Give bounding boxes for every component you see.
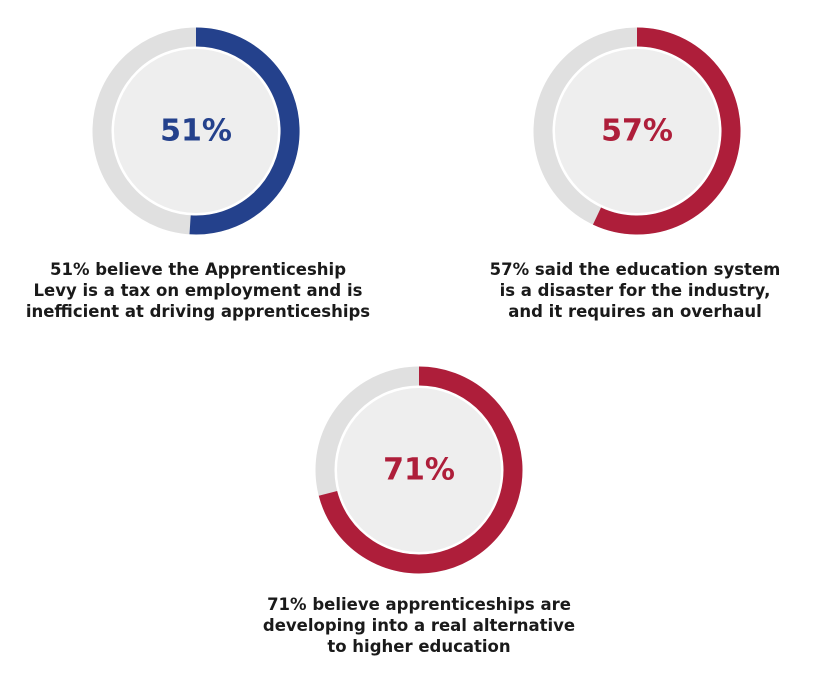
donut-2-inner-disc — [555, 49, 719, 213]
donut-3-track — [315, 366, 523, 574]
donut-1-inner-disc — [114, 49, 278, 213]
donut-2-value-arc — [592, 27, 741, 235]
donut-1-track — [92, 27, 300, 235]
donut-3-percent-label: 71% — [383, 453, 455, 488]
donut-1-percent-label: 51% — [160, 114, 232, 149]
donut-3-value-arc — [318, 366, 523, 574]
donut-3-caption: 71% believe apprenticeships are developin… — [262, 595, 576, 656]
donut-1-value-arc — [189, 27, 300, 235]
donut-2-track — [533, 27, 741, 235]
donut-3-inner-disc — [337, 388, 501, 552]
donut-2-caption: 57% said the education system is a disast… — [489, 260, 781, 321]
donut-1-caption: 51% believe the Apprenticeship Levy is a … — [25, 260, 371, 321]
donut-2-percent-label: 57% — [601, 114, 673, 149]
